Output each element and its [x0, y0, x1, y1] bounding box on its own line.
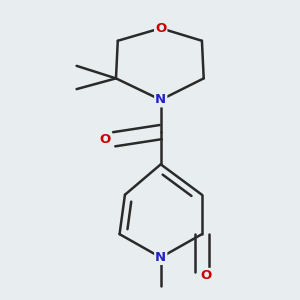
Text: O: O — [200, 269, 211, 282]
Text: N: N — [155, 93, 166, 106]
Text: N: N — [155, 251, 166, 264]
Text: O: O — [100, 133, 111, 146]
Text: O: O — [155, 22, 166, 35]
